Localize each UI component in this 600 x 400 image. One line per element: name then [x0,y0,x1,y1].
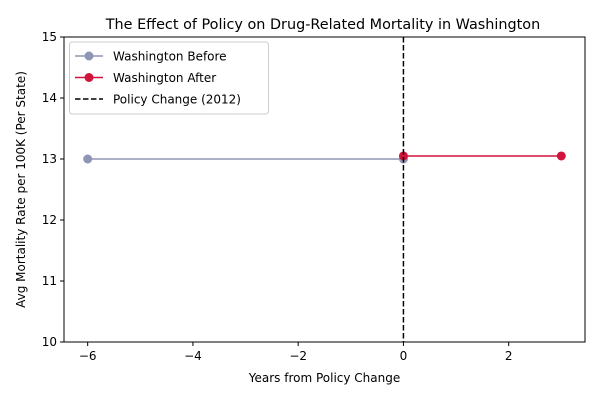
plot-frame [63,36,586,343]
x-tick-label: 0 [400,349,408,363]
y-tick-label: 11 [42,274,57,288]
data-point-1-0 [398,151,408,161]
x-tick-label: −6 [79,349,97,363]
legend-label-1: Washington After [113,71,216,85]
x-axis-label: Years from Policy Change [248,371,401,385]
x-axis-ticks: −6 −4 −2 0 2 [79,342,513,363]
legend-marker-1 [84,73,94,82]
chart-title: The Effect of Policy on Drug-Related Mor… [105,17,541,33]
legend: Washington Before Washington After Policy … [69,41,269,115]
legend-box [69,41,269,115]
legend-marker-0 [84,51,94,61]
y-tick-label: 13 [42,152,57,166]
y-axis-ticks: 10 11 12 13 14 15 [42,30,64,349]
y-tick-label: 15 [42,30,57,44]
plot-area [83,37,566,342]
legend-label-0: Washington Before [113,50,227,64]
x-tick-label: −4 [184,349,202,363]
y-axis-label: Avg Mortality Rate per 100K (Per State) [14,71,28,308]
x-tick-label: 2 [505,349,513,363]
legend-label-2: Policy Change (2012) [113,93,241,107]
data-point-0-0 [83,154,93,164]
y-tick-label: 12 [42,213,57,227]
x-tick-label: −2 [289,349,307,363]
y-tick-label: 10 [42,335,57,349]
data-point-1-1 [556,151,566,161]
y-tick-label: 14 [42,91,57,105]
